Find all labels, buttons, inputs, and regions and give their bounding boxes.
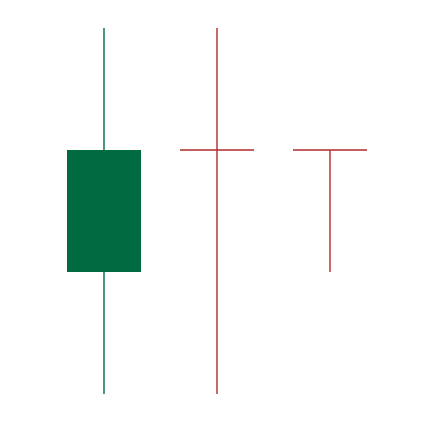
candles-group: [67, 28, 367, 394]
candle-1-body: [67, 150, 141, 272]
